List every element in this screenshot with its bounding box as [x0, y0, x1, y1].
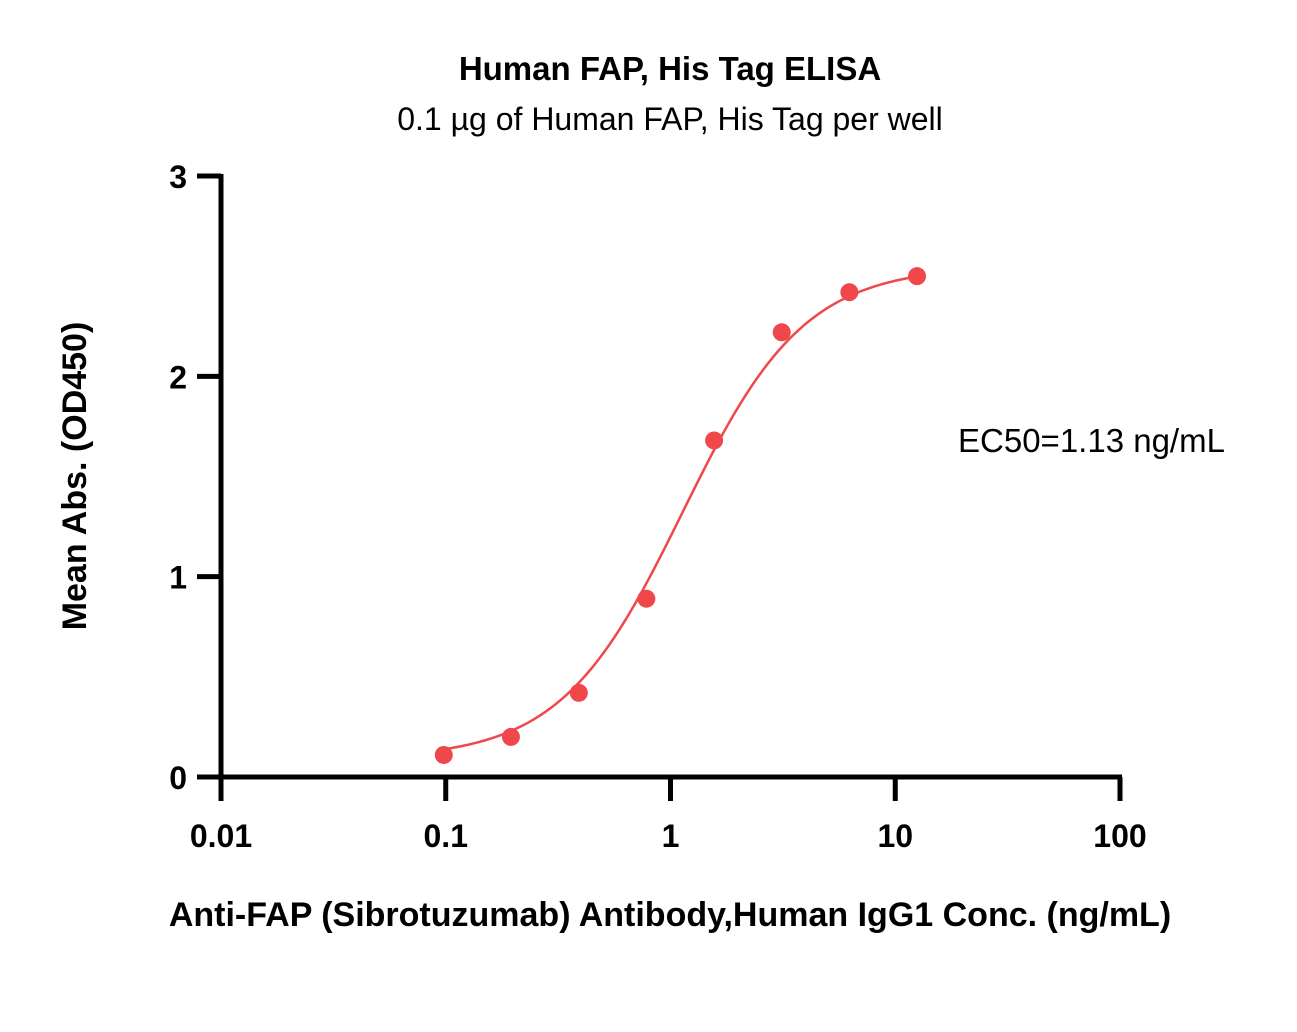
- x-tick-label: 100: [1093, 818, 1146, 854]
- y-tick-label: 0: [169, 760, 187, 796]
- data-point: [705, 431, 724, 450]
- y-tick-label: 2: [169, 359, 187, 395]
- data-point: [569, 683, 588, 702]
- x-tick-label: 0.1: [424, 818, 468, 854]
- data-point: [772, 323, 791, 342]
- data-point: [840, 283, 859, 302]
- x-tick-label: 10: [877, 818, 913, 854]
- ec50-annotation: EC50=1.13 ng/mL: [958, 422, 1225, 459]
- data-point: [501, 727, 520, 746]
- y-axis-label: Mean Abs. (OD450): [56, 322, 94, 631]
- y-tick-label: 3: [169, 159, 187, 195]
- x-tick-label: 1: [662, 818, 680, 854]
- chart-subtitle: 0.1 µg of Human FAP, His Tag per well: [397, 101, 943, 137]
- plot-area: 0.01 0.1 1 10 100 0 1 2 3: [169, 159, 1146, 854]
- data-point: [434, 745, 453, 764]
- fit-curve: [443, 275, 918, 751]
- chart-title: Human FAP, His Tag ELISA: [459, 50, 881, 87]
- x-tick-label: 0.01: [190, 818, 252, 854]
- y-tick-label: 1: [169, 560, 187, 596]
- x-axis-label: Anti-FAP (Sibrotuzumab) Antibody,Human I…: [169, 896, 1171, 934]
- data-point: [637, 589, 656, 608]
- data-point: [908, 267, 927, 286]
